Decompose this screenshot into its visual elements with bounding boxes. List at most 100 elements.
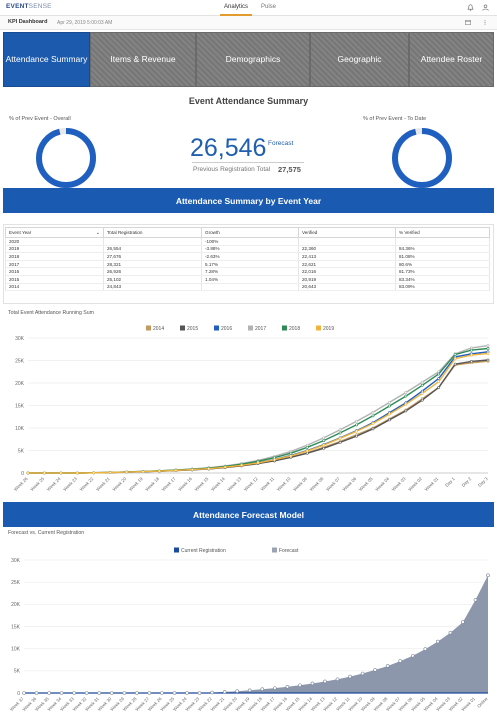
legend-swatch — [272, 547, 277, 553]
x-tick-label: Week 22 — [79, 476, 95, 492]
table-cell: 5.17% — [201, 260, 299, 269]
table-row[interactable]: 2014 24,843 20,643 83.09% — [5, 283, 490, 292]
data-point — [305, 451, 309, 455]
data-point — [453, 353, 457, 357]
x-tick-label: Day 3 — [477, 476, 489, 488]
forecast-point — [160, 691, 164, 695]
y-tick-label: 0 — [21, 471, 24, 477]
table-cell: -2.63% — [201, 252, 299, 261]
tab-attendee-roster[interactable]: Attendee Roster — [409, 32, 494, 87]
forecast-point — [436, 639, 440, 644]
forecast-point — [84, 691, 89, 695]
table-cell: 83.34% — [395, 275, 490, 284]
overall-gauge: 96.12% — [36, 128, 96, 188]
table-row[interactable]: 2017 28,321 5.17% 22,621 80.6% — [5, 260, 490, 269]
data-point — [486, 352, 490, 355]
data-point — [486, 347, 490, 350]
forecast-point — [147, 691, 152, 695]
table-cell: -3.88% — [201, 245, 299, 254]
table-row[interactable]: 2019 26,554 -3.88% 22,360 84.36% — [5, 245, 490, 254]
more-icon[interactable] — [482, 20, 488, 25]
y-tick-label: 5K — [14, 669, 21, 675]
table-cell — [103, 237, 202, 246]
left-kpi-label: % of Prev Event - Overall — [9, 116, 71, 122]
forecast-point — [135, 691, 139, 695]
forecast-point — [373, 668, 377, 672]
data-point — [59, 471, 63, 475]
table-cell: 2019 — [5, 245, 104, 254]
column-header-verified[interactable]: Verified — [298, 227, 396, 238]
column-header-total-registration[interactable]: Total Registration — [103, 227, 202, 238]
data-point — [207, 467, 211, 471]
table-row[interactable]: 2018 27,676 -2.63% 22,413 81.08% — [5, 252, 490, 261]
running-sum-title: Total Event Attendance Running Sum — [8, 310, 94, 316]
table-cell: 84.36% — [395, 245, 490, 254]
data-point — [125, 470, 128, 474]
table-row[interactable]: 2016 26,926 7.28% 22,016 81.73% — [5, 267, 490, 276]
to-date-gauge: 96.12% — [392, 128, 452, 188]
data-point — [190, 468, 194, 472]
data-point — [470, 360, 473, 363]
forecast-point — [486, 573, 490, 578]
tab-items-revenue[interactable]: Items & Revenue — [90, 32, 196, 87]
column-header-growth[interactable]: Growth — [201, 227, 299, 238]
data-point — [322, 446, 326, 450]
chevron-down-icon[interactable]: ⌄ — [95, 229, 100, 236]
user-icon[interactable] — [482, 4, 489, 11]
forecast-point — [310, 681, 315, 686]
tab-geographic[interactable]: Geographic — [310, 32, 409, 87]
data-point — [437, 372, 441, 376]
legend-label: 2016 — [221, 326, 232, 332]
screen-icon[interactable] — [465, 20, 471, 25]
x-tick-label: Week 02 — [407, 476, 423, 492]
forecast-point — [260, 687, 265, 692]
x-tick-label: Week 06 — [342, 476, 358, 492]
forecast-point — [410, 653, 415, 658]
y-tick-label: 20K — [15, 381, 25, 387]
x-tick-label: Day 2 — [461, 476, 473, 488]
data-point — [371, 422, 375, 425]
table-cell: 1.04% — [201, 275, 299, 284]
table-row[interactable]: 2015 25,102 1.04% 20,919 83.34% — [5, 275, 490, 284]
data-point — [26, 471, 30, 475]
table-cell: 20,919 — [298, 275, 396, 284]
column-header-event-year[interactable]: Event Year ⌄ — [5, 227, 104, 238]
data-point — [371, 414, 375, 418]
nav-tab-analytics[interactable]: Analytics — [219, 4, 253, 16]
data-point — [437, 386, 441, 389]
forecast-point — [72, 691, 76, 695]
bell-icon[interactable] — [467, 4, 474, 11]
forecast-point — [34, 691, 39, 695]
forecast-point — [423, 647, 428, 651]
data-point — [43, 471, 46, 475]
x-tick-label: Week 23 — [62, 476, 78, 492]
column-header-percent-verified[interactable]: % Verified — [395, 227, 490, 238]
legend-swatch — [180, 325, 185, 331]
data-point — [388, 400, 391, 404]
data-point — [141, 470, 145, 474]
x-tick-label: Week 01 — [460, 696, 476, 712]
data-point — [470, 348, 473, 352]
legend-label: 2017 — [255, 326, 266, 332]
data-point — [338, 431, 342, 435]
table-cell — [201, 283, 299, 292]
data-point — [305, 449, 309, 453]
y-tick-label: 10K — [15, 426, 25, 432]
y-tick-label: 30K — [15, 336, 25, 342]
app-logo[interactable]: EVENTSENSE — [6, 3, 52, 10]
table-row[interactable]: 2020 -100% — [5, 237, 490, 246]
x-tick-label: Week 10 — [276, 476, 292, 492]
data-point — [273, 458, 276, 462]
table-cell: 81.08% — [395, 252, 490, 261]
legend-swatch — [248, 325, 253, 331]
data-point — [158, 469, 161, 473]
forecast-point — [348, 674, 352, 679]
tab-demographics[interactable]: Demographics — [196, 32, 310, 87]
data-point — [486, 344, 490, 347]
year-summary-banner: Attendance Summary by Event Year — [3, 188, 494, 213]
forecast-point — [385, 664, 390, 668]
series-line-2019 — [28, 352, 489, 474]
nav-tab-pulse[interactable]: Pulse — [261, 4, 277, 10]
table-cell: 27,676 — [103, 252, 202, 261]
tab-attendance-summary[interactable]: Attendance Summary — [3, 32, 90, 87]
